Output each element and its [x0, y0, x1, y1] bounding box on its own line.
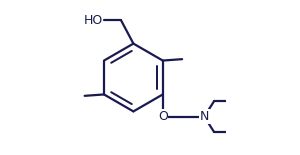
Text: HO: HO: [84, 14, 103, 27]
Text: O: O: [158, 110, 168, 123]
Text: N: N: [200, 110, 209, 123]
